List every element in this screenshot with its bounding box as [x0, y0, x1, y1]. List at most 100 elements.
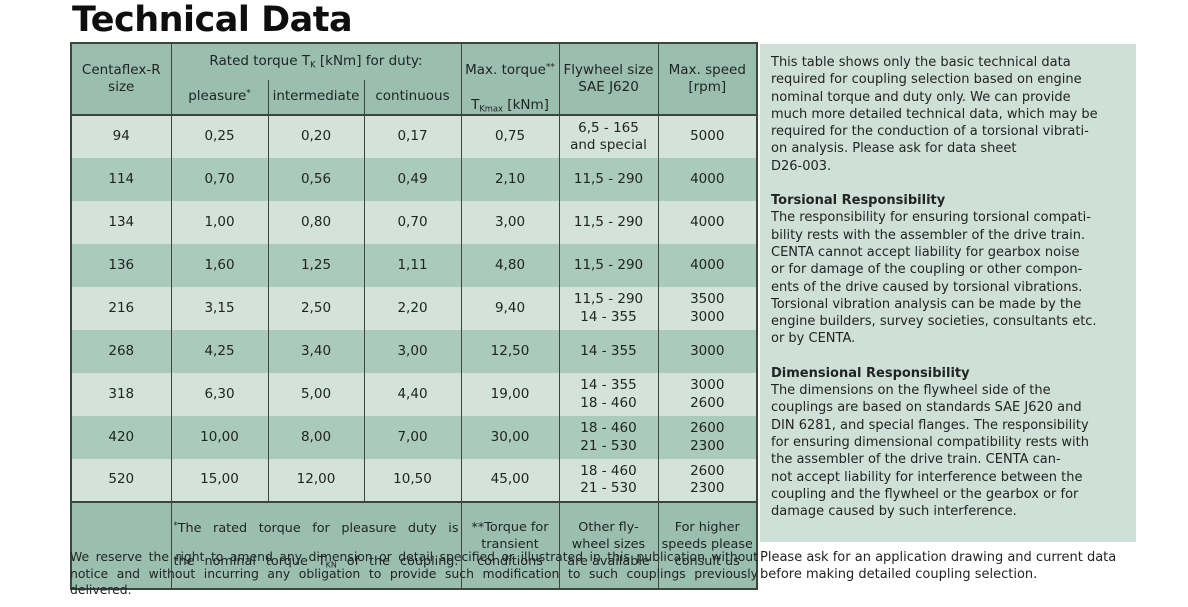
- footnote-torque: **Torque for transient conditions: [460, 502, 559, 589]
- col-header-pleasure: pleasure*: [171, 80, 268, 116]
- cell-flywheel: 11,5 - 290: [558, 201, 658, 245]
- cell-speed: 2600 2300: [657, 459, 757, 503]
- cell-continuous: 0,17: [363, 115, 461, 159]
- cell-size: 94: [71, 115, 171, 159]
- cell-speed: 4000: [657, 158, 757, 202]
- table-body: 94 0,25 0,20 0,17 0,75 6,5 - 165 and special 5…: [71, 115, 757, 503]
- cell-pleasure: 3,15: [170, 287, 268, 331]
- max-torque-text: Max. torque: [465, 61, 546, 78]
- col-header-intermediate: intermediate: [267, 80, 364, 116]
- max-torque-asterisks: **: [545, 62, 555, 73]
- cell-continuous: 2,20: [363, 287, 461, 331]
- cell-flywheel: 14 - 355: [558, 330, 658, 374]
- cell-max-torque: 0,75: [460, 115, 559, 159]
- rated-torque-unit: [kNm] for duty:: [315, 53, 423, 70]
- table-row: 520 15,00 12,00 10,50 45,00 18 - 460 21 - 530…: [71, 459, 757, 503]
- cell-continuous: 1,11: [363, 244, 461, 288]
- header-row-top: Centaflex-R size Rated torque TK [kNm] f…: [71, 43, 757, 116]
- footnote-row: *The rated torque for pleasure duty is t…: [71, 502, 757, 589]
- cell-size: 520: [71, 459, 171, 503]
- table-row: 268 4,25 3,40 3,00 12,50 14 - 355 3000: [71, 330, 757, 374]
- col-header-flywheel: Flywheel size SAE J620: [558, 43, 658, 116]
- cell-max-torque: 3,00: [460, 201, 559, 245]
- cell-continuous: 7,00: [363, 416, 461, 460]
- cell-pleasure: 10,00: [170, 416, 268, 460]
- footnote-rated-line2: the nominal torque TKN of the coupling.: [173, 554, 459, 570]
- application-drawing-notice: Please ask for an application drawing an…: [760, 550, 1117, 582]
- col-header-size: Centaflex-R size: [71, 43, 172, 116]
- cell-flywheel: 14 - 355 18 - 460: [558, 373, 658, 417]
- panel-intro-paragraph: This table shows only the basic technica…: [771, 55, 1098, 174]
- cell-intermediate: 3,40: [267, 330, 364, 374]
- table-header: Centaflex-R size Rated torque TK [kNm] f…: [71, 43, 757, 116]
- dimensional-responsibility-heading: Dimensional Responsibility: [771, 365, 970, 381]
- cell-speed: 2600 2300: [657, 416, 757, 460]
- cell-speed: 4000: [657, 244, 757, 288]
- cell-continuous: 3,00: [363, 330, 461, 374]
- cell-intermediate: 1,25: [267, 244, 364, 288]
- rated-torque-subscript: K: [310, 59, 316, 70]
- cell-flywheel: 11,5 - 290: [558, 158, 658, 202]
- page-title: Technical Data: [72, 0, 353, 40]
- col-header-max-torque: Max. torque** TKmax [kNm]: [460, 43, 559, 116]
- cell-speed: 3000 2600: [657, 373, 757, 417]
- dimensional-responsibility-paragraph: The dimensions on the flywheel side of t…: [771, 383, 1090, 520]
- torsional-responsibility-paragraph: The responsibility for ensuring torsiona…: [771, 210, 1097, 347]
- cell-max-torque: 2,10: [460, 158, 559, 202]
- pleasure-text: pleasure: [188, 88, 247, 105]
- cell-size: 318: [71, 373, 171, 417]
- cell-max-torque: 19,00: [460, 373, 559, 417]
- cell-continuous: 10,50: [363, 459, 461, 503]
- cell-continuous: 0,70: [363, 201, 461, 245]
- cell-max-torque: 9,40: [460, 287, 559, 331]
- cell-flywheel: 6,5 - 165 and special: [558, 115, 658, 159]
- cell-continuous: 4,40: [363, 373, 461, 417]
- col-header-continuous: continuous: [363, 80, 461, 116]
- cell-size: 268: [71, 330, 171, 374]
- cell-pleasure: 4,25: [170, 330, 268, 374]
- cell-intermediate: 8,00: [267, 416, 364, 460]
- table-row: 94 0,25 0,20 0,17 0,75 6,5 - 165 and special 5…: [71, 115, 757, 159]
- cell-intermediate: 5,00: [267, 373, 364, 417]
- header-row-duty: pleasure* intermediate continuous: [71, 80, 757, 116]
- tkn-subscript: KN: [325, 560, 337, 570]
- cell-intermediate: 0,80: [267, 201, 364, 245]
- table-row: 136 1,60 1,25 1,11 4,80 11,5 - 290 4000: [71, 244, 757, 288]
- rated-torque-text: Rated torque T: [209, 53, 311, 70]
- table-row: 318 6,30 5,00 4,40 19,00 14 - 355 18 - 460 300…: [71, 373, 757, 417]
- pleasure-asterisk: *: [246, 89, 251, 100]
- cell-speed: 5000: [657, 115, 757, 159]
- cell-continuous: 0,49: [363, 158, 461, 202]
- cell-intermediate: 12,00: [267, 459, 364, 503]
- reservation-notice: We reserve the right to amend any dimens…: [70, 549, 758, 598]
- cell-flywheel: 18 - 460 21 - 530: [558, 459, 658, 503]
- cell-speed: 3000: [657, 330, 757, 374]
- cell-pleasure: 1,00: [170, 201, 268, 245]
- torsional-responsibility-heading: Torsional Responsibility: [771, 193, 946, 209]
- cell-max-torque: 30,00: [460, 416, 559, 460]
- footnote-asterisk: *: [173, 519, 178, 530]
- cell-size: 134: [71, 201, 171, 245]
- table-row: 134 1,00 0,80 0,70 3,00 11,5 - 290 4000: [71, 201, 757, 245]
- table-row: 114 0,70 0,56 0,49 2,10 11,5 - 290 4000: [71, 158, 757, 202]
- max-torque-symbol: T: [471, 96, 480, 113]
- footnote-rated-line1: *The rated torque for pleasure duty is: [173, 519, 459, 537]
- table-footnotes: *The rated torque for pleasure duty is t…: [71, 502, 757, 589]
- cell-max-torque: 12,50: [460, 330, 559, 374]
- col-header-rated-torque-group: Rated torque TK [kNm] for duty:: [171, 43, 461, 81]
- table-row: 216 3,15 2,50 2,20 9,40 11,5 - 290 14 - 355 35…: [71, 287, 757, 331]
- cell-pleasure: 0,25: [170, 115, 268, 159]
- cell-flywheel: 11,5 - 290 14 - 355: [558, 287, 658, 331]
- max-torque-subscript: Kmax: [479, 103, 504, 114]
- col-header-max-speed: Max. speed [rpm]: [657, 43, 757, 116]
- footnote-speed: For higher speeds please consult us: [657, 502, 757, 589]
- footnote-flywheel: Other fly- wheel sizes are available: [558, 502, 658, 589]
- cell-max-torque: 4,80: [460, 244, 559, 288]
- table-row: 420 10,00 8,00 7,00 30,00 18 - 460 21 - 530 26…: [71, 416, 757, 460]
- cell-speed: 4000: [657, 201, 757, 245]
- cell-pleasure: 15,00: [170, 459, 268, 503]
- cell-intermediate: 2,50: [267, 287, 364, 331]
- cell-size: 216: [71, 287, 171, 331]
- cell-pleasure: 0,70: [170, 158, 268, 202]
